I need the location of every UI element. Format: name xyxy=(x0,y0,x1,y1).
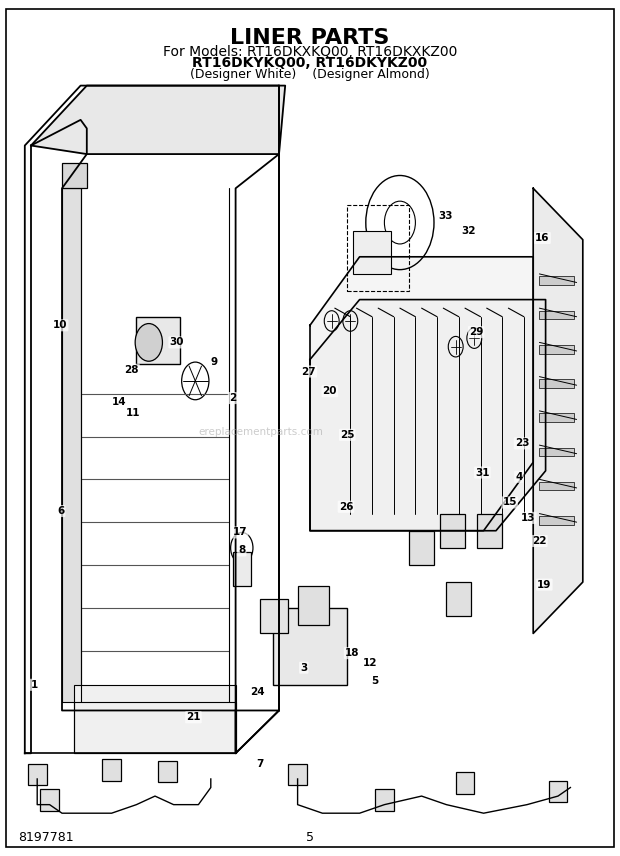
Bar xyxy=(74,685,236,753)
Text: 32: 32 xyxy=(461,226,476,236)
Text: For Models: RT16DKXKQ00, RT16DKXKZ00: For Models: RT16DKXKQ00, RT16DKXKZ00 xyxy=(163,45,457,59)
Bar xyxy=(456,772,474,794)
Polygon shape xyxy=(533,188,583,633)
Bar xyxy=(62,163,87,188)
Bar xyxy=(539,482,574,490)
Bar xyxy=(28,764,46,785)
Text: 11: 11 xyxy=(126,408,141,419)
Text: 20: 20 xyxy=(322,386,337,396)
Bar xyxy=(375,789,394,811)
Polygon shape xyxy=(31,86,285,154)
Text: 7: 7 xyxy=(257,758,264,769)
Bar xyxy=(539,448,574,456)
Bar xyxy=(273,608,347,685)
Text: 15: 15 xyxy=(502,497,517,508)
Text: 25: 25 xyxy=(340,430,355,440)
Text: 16: 16 xyxy=(535,233,550,243)
Text: ereplacementparts.com: ereplacementparts.com xyxy=(198,427,323,437)
Text: 17: 17 xyxy=(232,527,247,538)
Bar xyxy=(477,514,502,548)
Text: 18: 18 xyxy=(345,648,360,658)
Text: 14: 14 xyxy=(112,397,126,407)
Text: (Designer White)    (Designer Almond): (Designer White) (Designer Almond) xyxy=(190,68,430,81)
Text: LINER PARTS: LINER PARTS xyxy=(230,27,390,48)
Bar xyxy=(260,599,288,633)
Text: 19: 19 xyxy=(537,580,552,590)
Text: 2: 2 xyxy=(229,393,236,403)
Text: 22: 22 xyxy=(532,536,547,546)
Text: 8: 8 xyxy=(238,545,246,556)
Bar xyxy=(158,761,177,782)
Text: 12: 12 xyxy=(363,658,378,669)
Bar xyxy=(549,781,567,802)
Text: 21: 21 xyxy=(186,712,201,722)
Text: 1: 1 xyxy=(30,680,38,690)
Bar xyxy=(539,345,574,354)
Text: 28: 28 xyxy=(124,365,139,375)
Text: 31: 31 xyxy=(475,467,490,478)
Text: 30: 30 xyxy=(169,337,184,348)
Text: 5: 5 xyxy=(306,830,314,844)
Polygon shape xyxy=(310,300,546,531)
Bar xyxy=(102,759,121,781)
Text: 27: 27 xyxy=(301,366,316,377)
Bar xyxy=(446,582,471,616)
Bar xyxy=(539,311,574,319)
Polygon shape xyxy=(310,257,533,531)
Bar xyxy=(288,764,307,785)
Ellipse shape xyxy=(135,324,162,361)
Text: 26: 26 xyxy=(339,502,353,512)
Text: 29: 29 xyxy=(469,327,484,337)
Text: 24: 24 xyxy=(250,687,265,697)
Bar xyxy=(347,205,409,291)
Bar xyxy=(40,789,59,811)
Bar xyxy=(539,276,574,285)
Bar xyxy=(298,586,329,625)
Text: 8197781: 8197781 xyxy=(19,830,74,844)
Bar xyxy=(136,317,180,364)
Bar xyxy=(539,413,574,422)
Text: 23: 23 xyxy=(515,438,529,449)
Text: 5: 5 xyxy=(371,675,379,686)
Text: 3: 3 xyxy=(300,663,308,673)
Text: 33: 33 xyxy=(438,211,453,221)
Bar xyxy=(232,552,251,586)
Text: 10: 10 xyxy=(53,320,68,330)
Bar xyxy=(539,516,574,525)
Text: 9: 9 xyxy=(210,357,218,367)
Text: RT16DKYKQ00, RT16DKYKZ00: RT16DKYKQ00, RT16DKYKZ00 xyxy=(192,56,428,70)
Text: 13: 13 xyxy=(521,513,536,523)
Text: 4: 4 xyxy=(515,472,523,482)
Bar xyxy=(74,702,236,753)
Text: 6: 6 xyxy=(57,506,64,516)
Bar xyxy=(440,514,465,548)
Bar xyxy=(539,379,574,388)
Bar xyxy=(409,531,434,565)
Bar xyxy=(353,231,391,274)
Bar xyxy=(62,188,81,702)
